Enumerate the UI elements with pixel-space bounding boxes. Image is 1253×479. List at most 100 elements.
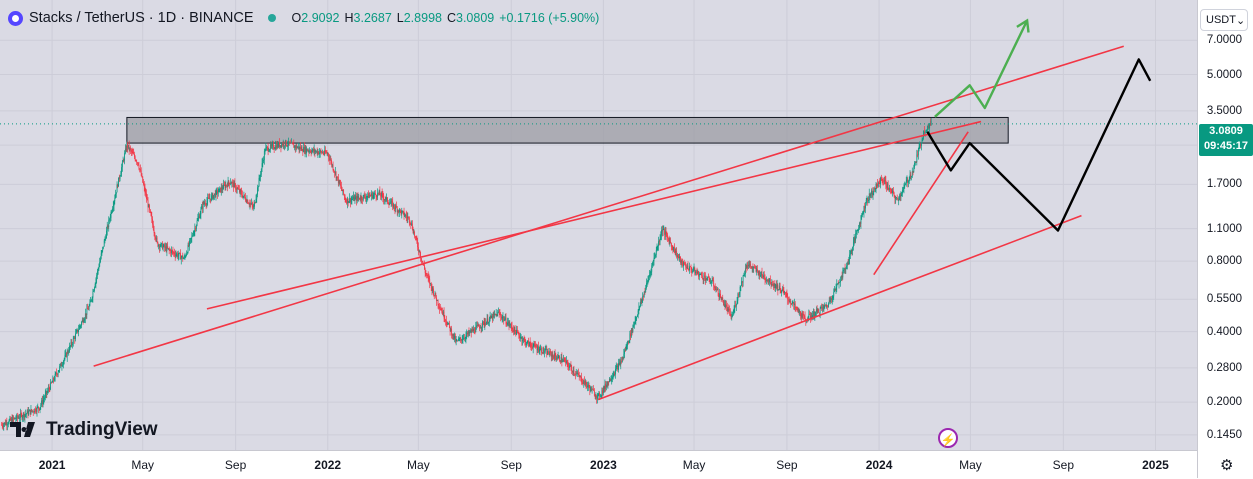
candle-body (599, 395, 601, 397)
candle-body (492, 313, 494, 320)
candle-body (659, 238, 661, 242)
candle-body (393, 204, 394, 208)
candle-body (704, 275, 706, 277)
candle-body (383, 197, 385, 200)
candle-body (248, 203, 249, 205)
candle-body (843, 270, 844, 271)
candle-body (732, 314, 733, 317)
candle-body (347, 198, 349, 203)
candle-body (390, 203, 391, 204)
candle-body (884, 180, 886, 182)
candle-body (808, 314, 810, 320)
candle-body (104, 238, 106, 241)
candle-body (488, 322, 490, 324)
candle-body (267, 147, 269, 152)
symbol-title[interactable]: Stacks / TetherUS · 1D · BINANCE (29, 10, 254, 26)
candle-body (811, 315, 813, 318)
candle-body (282, 143, 283, 146)
candle-body (514, 327, 516, 331)
currency-button[interactable]: USDT ⌄ (1200, 9, 1248, 31)
candle-body (826, 305, 828, 307)
candle-body (362, 195, 364, 200)
candle-body (161, 243, 163, 245)
high-label: H (344, 11, 354, 25)
candle-body (209, 198, 211, 200)
candle-body (160, 243, 162, 247)
candle-body (69, 346, 70, 352)
candle-body (847, 263, 849, 264)
time-axis[interactable]: 2021 May Sep 2022 May Sep 2023 May Sep 2024 May Sep… (0, 450, 1197, 479)
lightning-icon[interactable]: ⚡ (938, 428, 958, 448)
candle-body (95, 278, 97, 285)
candle-body (687, 265, 689, 270)
candle-body (81, 322, 82, 326)
candle-body (379, 190, 381, 195)
candle-body (815, 311, 817, 316)
price-axis[interactable]: 7.00005.00003.50002.50001.70001.10000.80… (1197, 0, 1253, 478)
candle-body (653, 257, 655, 261)
candle-body (486, 318, 488, 323)
candle-body (766, 279, 767, 281)
candle-body (137, 162, 138, 164)
candle-body (849, 254, 851, 260)
candle-body (274, 148, 276, 150)
candle-body (546, 349, 548, 355)
candle-body (870, 194, 872, 197)
candle-body (23, 413, 25, 418)
candle-body (910, 174, 912, 177)
candle-body (459, 337, 461, 339)
candle-body (927, 125, 929, 130)
candle-body (451, 328, 453, 336)
candle-body (238, 188, 240, 190)
tradingview-logo[interactable]: TradingView (10, 419, 158, 441)
open-value: 2.9092 (301, 11, 340, 25)
candle-body (337, 176, 338, 178)
candle-body (677, 255, 678, 257)
candle-body (553, 356, 554, 359)
plot-area[interactable] (0, 0, 1197, 450)
candle-body (239, 190, 241, 193)
candle-body (205, 204, 207, 206)
candle-body (877, 183, 878, 187)
candle-body (113, 201, 115, 207)
candle-body (143, 184, 145, 187)
candle-body (609, 378, 610, 383)
candle-body (363, 195, 365, 197)
candle-body (254, 202, 256, 204)
projection-arrowhead-green (1016, 18, 1030, 33)
candle-body (144, 186, 146, 193)
candle-body (748, 264, 749, 267)
candle-body (7, 424, 8, 426)
candle-body (377, 192, 379, 198)
candle-body (367, 193, 369, 197)
candle-body (195, 227, 196, 229)
candle-body (646, 283, 647, 288)
candle-body (239, 189, 240, 193)
candle-body (515, 330, 517, 335)
candle-body (626, 345, 628, 347)
candle-body (281, 143, 283, 148)
candle-body (702, 278, 704, 280)
candle-body (194, 227, 196, 232)
candle-body (544, 349, 546, 352)
candle-body (310, 152, 312, 153)
candle-body (241, 191, 243, 195)
candle-body (452, 333, 454, 336)
candle-body (27, 410, 29, 415)
candle-body (270, 144, 272, 146)
candle-body (920, 144, 921, 146)
candle-body (744, 268, 746, 274)
candle-body (198, 216, 200, 218)
candle-body (192, 234, 194, 236)
candle-body (375, 194, 377, 197)
price-tick-label: 1.1000 (1206, 222, 1242, 235)
candle-body (722, 297, 724, 301)
candle-body (303, 147, 305, 153)
candle-body (523, 338, 525, 340)
candle-body (57, 372, 59, 375)
candle-body (508, 321, 510, 326)
candle-body (410, 222, 412, 225)
candle-body (464, 337, 465, 339)
gear-icon[interactable]: ⚙ (1220, 457, 1234, 474)
candle-body (809, 314, 811, 319)
